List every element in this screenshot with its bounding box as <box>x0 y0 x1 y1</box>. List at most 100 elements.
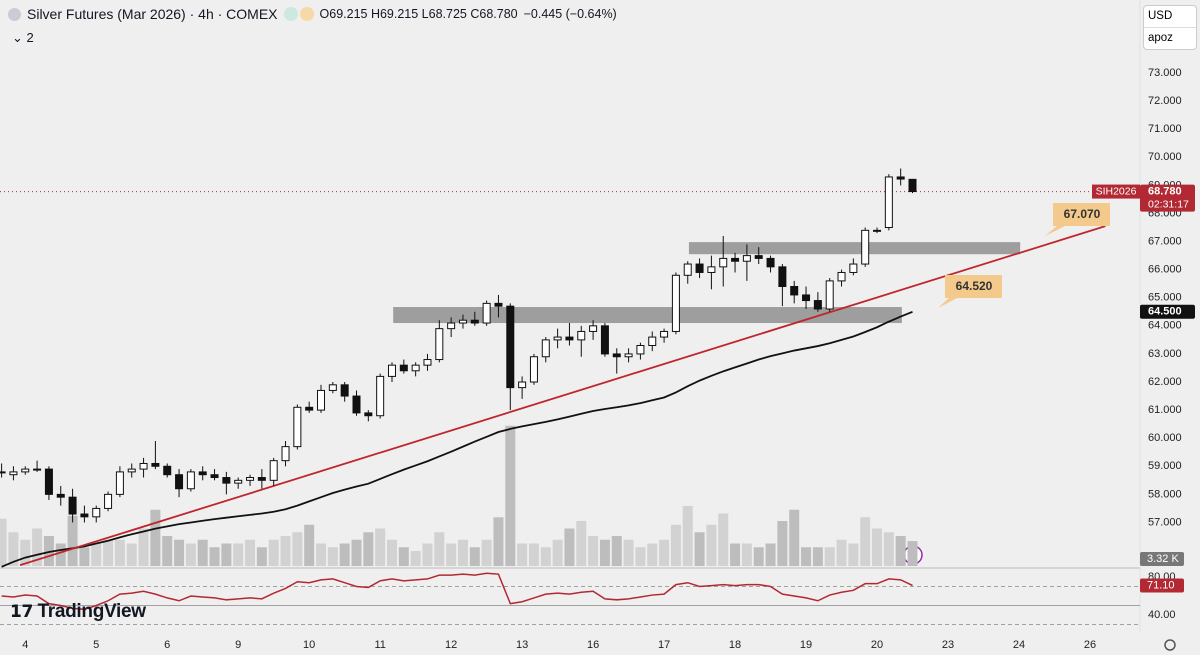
volume-bar <box>647 543 658 566</box>
candle-body <box>482 302 491 324</box>
volume-bar <box>174 539 185 566</box>
candle-body <box>376 375 385 417</box>
volume-bar <box>872 528 883 566</box>
x-tick-label: 12 <box>445 639 457 651</box>
volume-bar <box>883 532 894 566</box>
candle-body <box>494 302 503 307</box>
candle-body <box>246 477 255 481</box>
volume-bar <box>375 528 386 566</box>
candle-body <box>0 471 6 474</box>
candle-body <box>210 474 219 479</box>
volume-bar <box>528 543 539 566</box>
rsi-tick-label: 40.00 <box>1148 609 1176 621</box>
candle-body <box>447 322 456 330</box>
volume-bar <box>221 543 232 566</box>
volume-bar <box>848 543 859 566</box>
volume-bar <box>327 547 338 566</box>
y-tick-label: 67.000 <box>1148 235 1182 247</box>
candle-body <box>328 384 337 391</box>
candle-body <box>896 176 905 180</box>
candle-body <box>873 229 882 232</box>
indicator-toggle[interactable]: ⌄ 2 <box>12 30 34 45</box>
annotation-callout <box>1045 203 1110 236</box>
candle-body <box>802 294 811 302</box>
x-tick-label: 23 <box>942 639 954 651</box>
annotation-label: 64.520 <box>956 279 993 293</box>
candle-body <box>340 384 349 397</box>
currency[interactable]: USD <box>1148 10 1173 22</box>
volume-bar <box>599 539 610 566</box>
volume-bar <box>55 543 66 566</box>
candle-body <box>317 389 326 411</box>
candle-body <box>707 266 716 273</box>
candle-body <box>908 178 917 193</box>
volume-bar <box>517 543 528 566</box>
y-tick-label: 70.000 <box>1148 151 1182 163</box>
volume-bar <box>469 547 480 566</box>
volume-bar <box>730 543 741 566</box>
status-orange[interactable] <box>299 7 314 21</box>
volume-bar <box>493 517 504 566</box>
zone <box>393 307 902 324</box>
candle-body <box>33 468 42 471</box>
candle-body <box>9 471 18 476</box>
volume-bar <box>398 547 409 566</box>
candle-body <box>104 493 113 509</box>
y-tick-label: 71.000 <box>1148 123 1182 135</box>
volume-bar <box>0 518 7 566</box>
settings-icon[interactable] <box>1164 639 1176 651</box>
candle-body <box>825 280 834 310</box>
y-tick-label: 66.000 <box>1148 264 1182 276</box>
status-green[interactable] <box>283 7 298 21</box>
change: −0.445 (−0.64%) <box>523 7 617 21</box>
candle-body <box>577 330 586 341</box>
volume-bar <box>209 547 220 566</box>
symbol-icon <box>8 7 21 21</box>
candle-body <box>458 319 467 324</box>
header: Silver Futures (Mar 2026) · 4h · COMEX O… <box>8 6 617 22</box>
volume-bar <box>79 547 90 566</box>
volume-bar <box>623 539 634 566</box>
candle-body <box>175 474 184 490</box>
x-tick-label: 9 <box>235 639 241 651</box>
candle-body <box>423 359 432 366</box>
volume-bar <box>20 539 31 566</box>
candle-body <box>364 412 373 417</box>
annotation-callout <box>938 275 1002 308</box>
symbol-tag <box>1092 184 1140 199</box>
candle-body <box>115 471 124 495</box>
candle-body <box>719 257 728 268</box>
y-tick-label: 59.000 <box>1148 460 1182 472</box>
candle-body <box>127 468 136 473</box>
candle-body <box>565 336 574 341</box>
candle-body <box>731 257 740 262</box>
volume-bar <box>32 528 43 566</box>
y-tick-label: 57.000 <box>1148 516 1182 528</box>
candle-body <box>683 263 692 276</box>
x-tick-label: 17 <box>658 639 670 651</box>
symbol-title: Silver Futures (Mar 2026) · 4h · COMEX <box>27 6 278 22</box>
logo: 𝟭𝟳 TradingView <box>10 601 146 622</box>
candle-body <box>624 353 633 358</box>
volume-bar <box>304 524 315 566</box>
x-tick-label: 10 <box>303 639 315 651</box>
volume-bar <box>836 539 847 566</box>
volume-label: 3.32 K <box>1147 553 1179 565</box>
volume-bar <box>611 536 622 566</box>
candle-body <box>506 305 515 389</box>
candle-body <box>600 325 609 355</box>
y-tick-label: 73.000 <box>1148 67 1182 79</box>
volume-bar <box>446 543 457 566</box>
y-tick-label: 65.000 <box>1148 292 1182 304</box>
scale-mode[interactable]: apoz <box>1144 27 1196 49</box>
rsi-tag <box>1140 578 1184 593</box>
volume-bar <box>718 513 729 566</box>
candle-body <box>884 176 893 229</box>
volume-bar <box>481 539 492 566</box>
scale-box[interactable]: USD apoz <box>1143 5 1197 50</box>
candle-body <box>44 468 53 495</box>
candle-body <box>742 255 751 262</box>
annotation-label: 67.070 <box>1064 207 1101 221</box>
price-label: 68.780 <box>1148 185 1182 197</box>
